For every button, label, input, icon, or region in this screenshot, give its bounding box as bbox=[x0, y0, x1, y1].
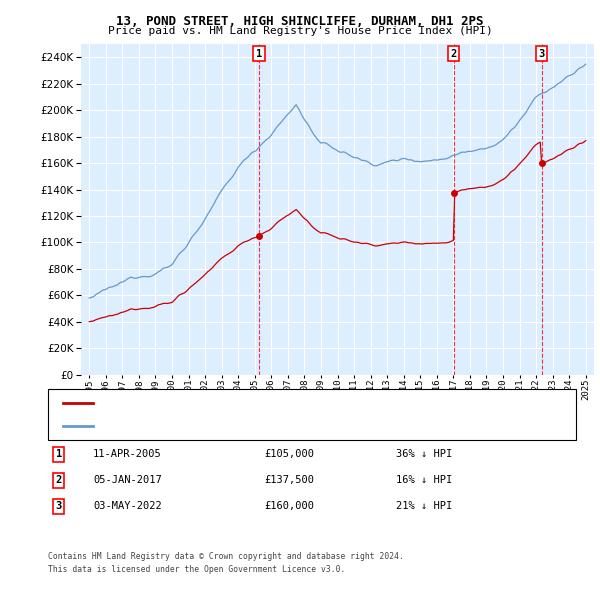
Text: £137,500: £137,500 bbox=[264, 476, 314, 485]
Text: Price paid vs. HM Land Registry's House Price Index (HPI): Price paid vs. HM Land Registry's House … bbox=[107, 26, 493, 36]
Text: Contains HM Land Registry data © Crown copyright and database right 2024.: Contains HM Land Registry data © Crown c… bbox=[48, 552, 404, 561]
Text: 16% ↓ HPI: 16% ↓ HPI bbox=[396, 476, 452, 485]
Text: £105,000: £105,000 bbox=[264, 450, 314, 459]
Text: HPI: Average price, detached house, County Durham: HPI: Average price, detached house, Coun… bbox=[102, 421, 365, 430]
Text: 1: 1 bbox=[56, 450, 62, 459]
Text: £160,000: £160,000 bbox=[264, 502, 314, 511]
Text: This data is licensed under the Open Government Licence v3.0.: This data is licensed under the Open Gov… bbox=[48, 565, 346, 574]
Text: 21% ↓ HPI: 21% ↓ HPI bbox=[396, 502, 452, 511]
Text: 1: 1 bbox=[256, 48, 262, 58]
Text: 2: 2 bbox=[451, 48, 457, 58]
Text: 05-JAN-2017: 05-JAN-2017 bbox=[93, 476, 162, 485]
Text: 36% ↓ HPI: 36% ↓ HPI bbox=[396, 450, 452, 459]
Text: 3: 3 bbox=[538, 48, 545, 58]
Text: 03-MAY-2022: 03-MAY-2022 bbox=[93, 502, 162, 511]
Text: 11-APR-2005: 11-APR-2005 bbox=[93, 450, 162, 459]
Text: 3: 3 bbox=[56, 502, 62, 511]
Text: 13, POND STREET, HIGH SHINCLIFFE, DURHAM, DH1 2PS (detached house): 13, POND STREET, HIGH SHINCLIFFE, DURHAM… bbox=[102, 399, 457, 408]
Text: 13, POND STREET, HIGH SHINCLIFFE, DURHAM, DH1 2PS: 13, POND STREET, HIGH SHINCLIFFE, DURHAM… bbox=[116, 15, 484, 28]
Text: 2: 2 bbox=[56, 476, 62, 485]
